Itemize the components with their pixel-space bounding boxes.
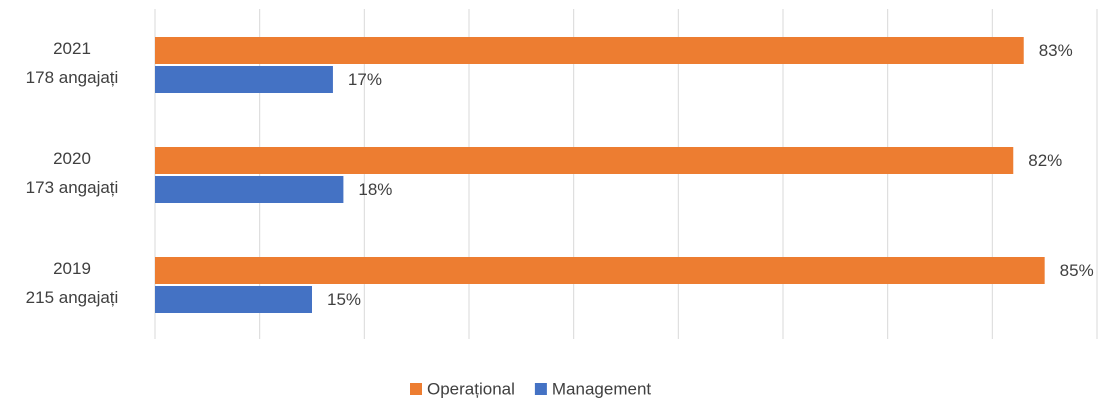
data-label: 17% [348,70,382,89]
bar [155,147,1014,174]
y-tick-label: 2020 [53,149,91,168]
legend-swatch [410,383,422,395]
legend-label: Operațional [427,379,515,398]
legend-swatch [534,383,547,395]
data-label: 15% [327,290,361,309]
y-tick-label: 215 angajați [26,288,119,307]
y-tick-label: 173 angajați [26,178,119,197]
y-tick-label: 2019 [53,259,91,278]
data-label: 85% [1060,261,1094,280]
bar [155,66,333,93]
y-tick-label: 178 angajați [26,68,119,87]
legend-label: Management [552,379,652,398]
data-label: 82% [1028,151,1062,170]
data-label: 18% [358,180,392,199]
bar [155,176,344,203]
bar [155,286,312,313]
bar [155,37,1024,64]
y-tick-label: 2021 [53,39,91,58]
bar [155,257,1045,284]
data-label: 83% [1039,41,1073,60]
